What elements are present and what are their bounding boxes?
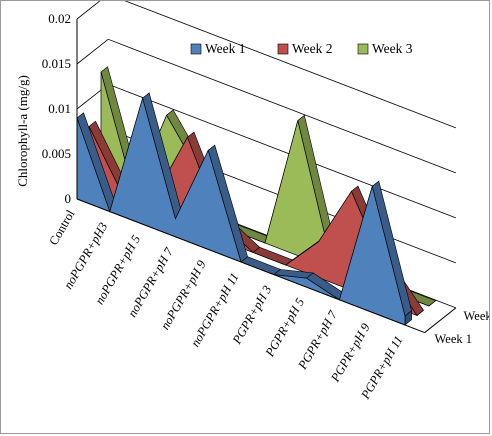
axis-labels: 00.0050.010.0150.02ControlnoPGPR+pH3noPG… (15, 11, 489, 402)
gridline (76, 38, 457, 174)
depth-label-back: Week 3 (463, 309, 489, 323)
y-tick-label: 0.005 (42, 146, 71, 161)
x-axis-line (76, 198, 425, 334)
legend-swatch (277, 43, 289, 55)
series-layer (76, 66, 437, 326)
legend-entry: Week 1 (205, 41, 246, 56)
x-tick-label: PGPR+pH 7 (295, 308, 341, 373)
gridline (76, 1, 457, 129)
x-tick-label: Control (46, 207, 77, 248)
series-end-cap (416, 310, 424, 316)
legend-swatch (190, 43, 202, 55)
depth-label-front: Week 1 (434, 332, 472, 346)
y-tick-label: 0 (65, 191, 72, 206)
legend-entry: Week 3 (372, 41, 413, 56)
axes (76, 19, 457, 334)
series-end-cap (428, 300, 436, 307)
legend-swatch (357, 43, 369, 55)
series-week-1 (76, 92, 412, 326)
x-tick-label: PGPR+pH 3 (229, 283, 274, 347)
y-axis-title: Chlorophyll-a (mg/g) (15, 75, 30, 187)
y-tick-label: 0.02 (48, 11, 71, 26)
depth-axis-line (424, 307, 457, 333)
x-tick-label: PGPR+pH 11 (358, 334, 406, 403)
y-tick-label: 0.01 (48, 101, 71, 116)
x-tick-label: PGPR+pH 9 (328, 320, 374, 385)
legend: Week 1 Week 2 Week 3 (190, 41, 413, 56)
x-tick-label: PGPR+pH 5 (262, 296, 307, 360)
legend-entry: Week 2 (292, 41, 333, 56)
y-tick-label: 0.015 (42, 56, 71, 71)
